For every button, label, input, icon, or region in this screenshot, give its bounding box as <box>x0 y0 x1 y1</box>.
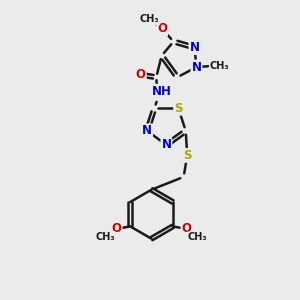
Text: CH₃: CH₃ <box>210 61 229 70</box>
Text: S: S <box>183 149 191 162</box>
Text: O: O <box>157 22 167 35</box>
Text: CH₃: CH₃ <box>188 232 208 242</box>
Text: N: N <box>161 138 171 152</box>
Text: NH: NH <box>152 85 172 98</box>
Text: N: N <box>190 41 200 54</box>
Text: O: O <box>182 222 191 235</box>
Text: N: N <box>142 124 152 137</box>
Text: O: O <box>112 222 122 235</box>
Text: CH₃: CH₃ <box>140 14 160 24</box>
Text: O: O <box>136 68 146 81</box>
Text: CH₃: CH₃ <box>95 232 115 242</box>
Text: N: N <box>191 61 202 74</box>
Text: S: S <box>174 102 183 115</box>
